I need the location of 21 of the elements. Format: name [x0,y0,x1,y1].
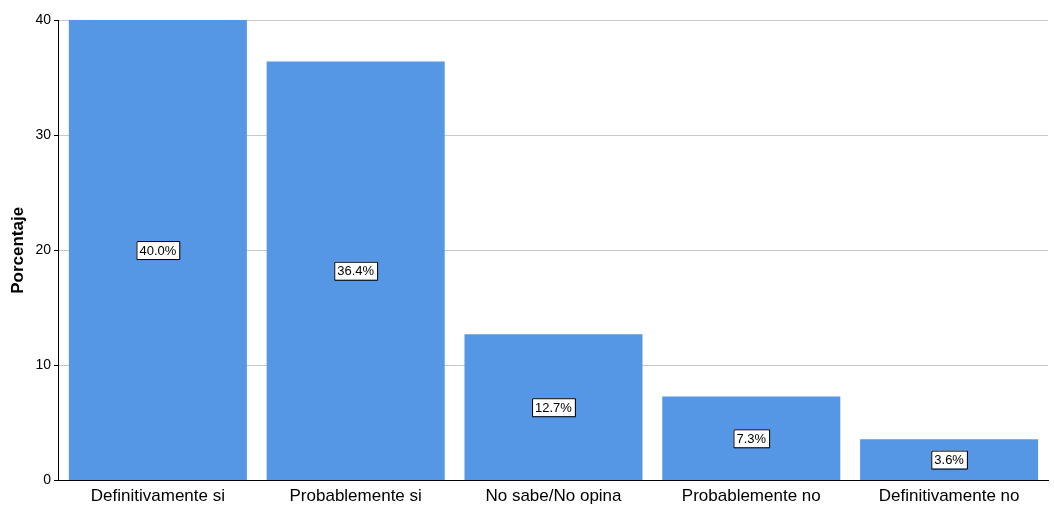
data-label: 3.6% [934,452,965,468]
x-tick-label: Definitivamente no [878,486,1020,506]
data-label: 40.0% [139,242,177,258]
y-tick-label: 40 [35,10,52,27]
y-axis-title: Porcentaje [7,206,27,294]
data-label: 12.7% [535,399,573,415]
x-tick-label: No sabe/No opina [485,486,623,506]
bar [464,334,643,481]
x-tick-label: Probablemente si [289,486,422,506]
y-tick-label: 10 [35,356,52,373]
bar [68,20,247,481]
y-tick-label: 0 [43,471,52,488]
data-label: 7.3% [736,430,767,446]
bar [266,61,445,481]
x-tick-label: Definitivamente si [90,486,225,506]
bar [860,439,1039,481]
x-tick-label: Probablemente no [681,486,821,506]
data-label: 36.4% [337,263,375,279]
y-tick-label: 30 [35,126,52,143]
y-tick-label: 20 [35,241,52,258]
bar [662,396,841,481]
